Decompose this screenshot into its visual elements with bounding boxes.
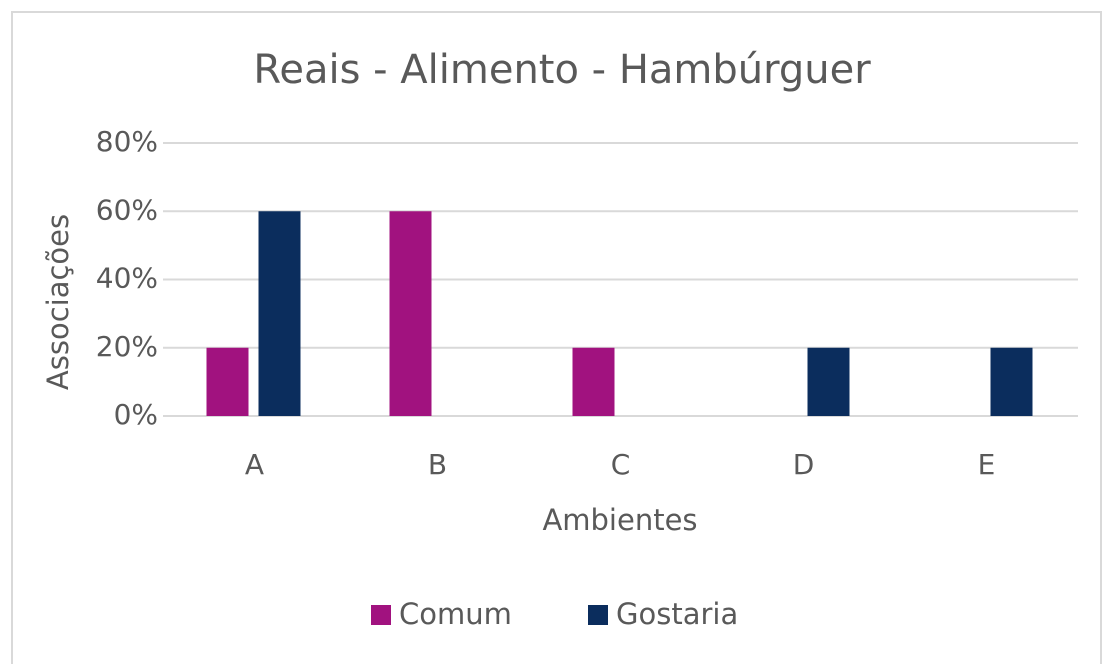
bar — [990, 347, 1033, 416]
chart-title: Reais - Alimento - Hambúrguer — [253, 47, 871, 93]
x-tick-label: B — [428, 448, 447, 481]
legend-swatch — [588, 605, 608, 625]
y-tick-label: 0% — [114, 398, 158, 431]
x-tick-label: E — [978, 448, 996, 481]
bar — [206, 347, 249, 416]
legend-label: Comum — [399, 597, 512, 631]
bar — [389, 211, 432, 416]
bar — [807, 347, 850, 416]
legend-swatch — [371, 605, 391, 625]
x-tick-label: D — [793, 448, 815, 481]
bar — [572, 347, 615, 416]
y-tick-label: 40% — [96, 262, 158, 295]
chart-frame — [11, 11, 1102, 664]
y-tick-label: 80% — [96, 125, 158, 158]
x-axis-title: Ambientes — [542, 503, 697, 537]
y-tick-label: 60% — [96, 193, 158, 226]
y-tick-label: 20% — [96, 330, 158, 363]
y-axis-title: Associações — [41, 214, 75, 390]
bar — [258, 211, 301, 416]
x-tick-label: A — [245, 448, 264, 481]
legend-label: Gostaria — [616, 597, 738, 631]
x-tick-label: C — [611, 448, 631, 481]
